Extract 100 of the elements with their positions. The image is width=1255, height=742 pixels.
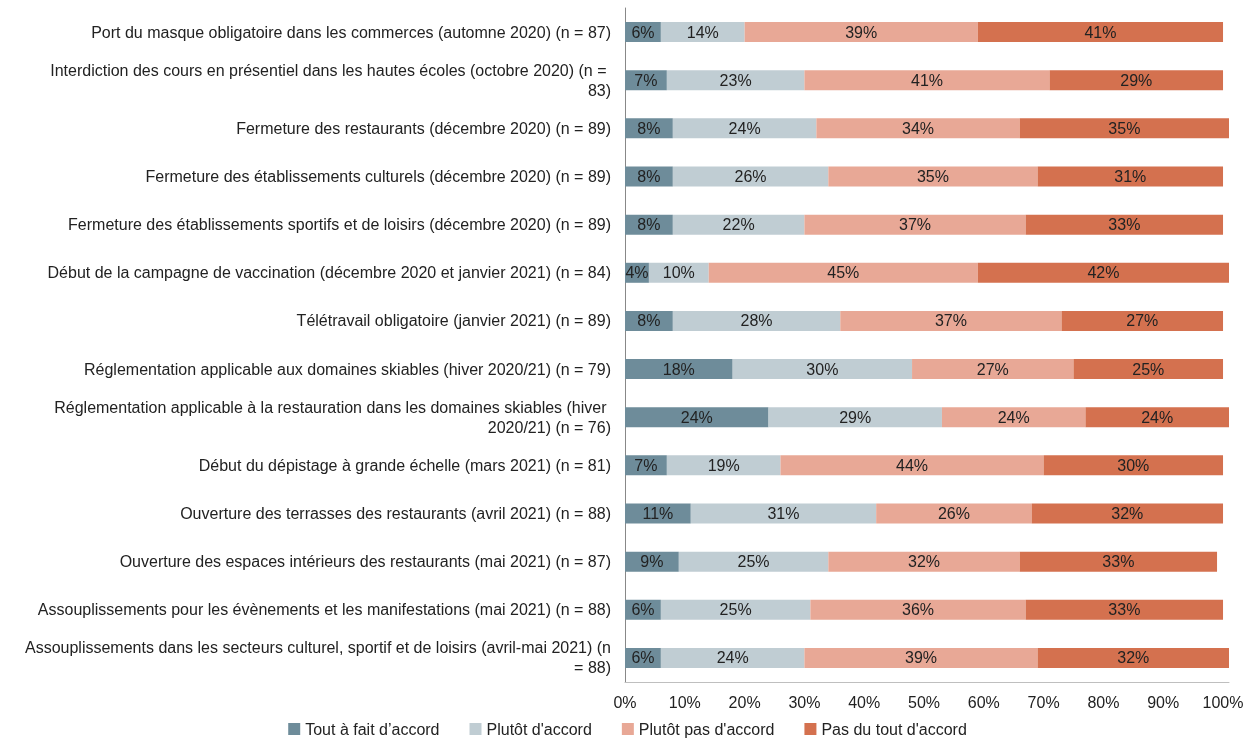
- bar: [744, 22, 978, 43]
- data-label: 22%: [722, 216, 755, 234]
- data-label: 18%: [662, 360, 695, 378]
- bar: [625, 359, 733, 380]
- data-label: 24%: [716, 649, 749, 667]
- legend-label: Tout à fait d’accord: [305, 720, 440, 738]
- bar: [672, 214, 805, 235]
- legend-label: Pas du tout d'accord: [821, 720, 967, 738]
- x-tick-label: 0%: [613, 693, 637, 711]
- bar: [625, 407, 769, 428]
- bar: [1031, 503, 1224, 524]
- bar: [977, 262, 1229, 283]
- bar: [732, 359, 913, 380]
- data-label: 8%: [637, 216, 661, 234]
- bar: [828, 551, 1020, 572]
- data-label: 33%: [1102, 553, 1135, 571]
- y-tick-label: Interdiction des cours en présentiel dans les hautes écoles (octobre 2020) (n = 83): [50, 61, 611, 99]
- data-label: 25%: [1132, 360, 1165, 378]
- bar: [941, 407, 1086, 428]
- data-label: 32%: [907, 553, 941, 571]
- bar: [672, 118, 817, 139]
- data-label: 30%: [1117, 456, 1150, 474]
- x-tick-label: 10%: [668, 693, 701, 711]
- data-label: 42%: [1087, 264, 1120, 282]
- bar: [1025, 599, 1224, 620]
- data-label: 31%: [767, 505, 800, 522]
- data-label: 39%: [845, 23, 878, 41]
- x-tick-label: 40%: [848, 693, 881, 711]
- y-tick-label: Port du masque obligatoire dans les commerces (automne 2020) (n = 87): [91, 23, 611, 41]
- bar: [840, 310, 1062, 331]
- data-label: 6%: [631, 601, 655, 619]
- bar: [912, 359, 1074, 380]
- data-label: 11%: [642, 505, 674, 522]
- x-tick-label: 90%: [1147, 693, 1180, 711]
- bar: [780, 455, 1044, 476]
- data-label: 44%: [896, 456, 929, 474]
- data-label: 14%: [686, 23, 719, 41]
- y-tick-label: Ouverture des espaces intérieurs des restaurants (mai 2021) (n = 87): [119, 553, 611, 571]
- x-tick-label: 70%: [1027, 693, 1060, 711]
- data-label: 31%: [1114, 168, 1147, 185]
- bar: [804, 214, 1026, 235]
- data-label: 7%: [634, 456, 658, 474]
- y-tick-label: Début de la campagne de vaccination (décembre 2020 et janvier 2021) (n = 84): [47, 264, 611, 282]
- y-tick-label: Assouplissements pour les évènements et les manifestations (mai 2021) (n = 88): [37, 601, 611, 619]
- bar: [672, 166, 829, 187]
- data-label: 9%: [640, 553, 664, 571]
- data-label: 37%: [899, 216, 932, 234]
- x-tick-label: 50%: [907, 693, 941, 711]
- data-label: 28%: [740, 312, 773, 330]
- data-label: 41%: [1084, 23, 1117, 41]
- data-label: 32%: [1117, 649, 1150, 667]
- x-tick-label: 100%: [1202, 693, 1244, 711]
- bar: [977, 22, 1224, 43]
- bar: [1043, 455, 1224, 476]
- bar: [690, 503, 877, 524]
- data-label: 10%: [662, 264, 695, 282]
- data-label: 27%: [1126, 312, 1159, 330]
- bar: [1019, 551, 1218, 572]
- data-label: 30%: [806, 360, 839, 378]
- data-label: 8%: [637, 168, 661, 185]
- bar: [828, 166, 1038, 187]
- bar: [660, 647, 805, 668]
- data-label: 23%: [719, 71, 752, 89]
- y-tick-label: Fermeture des établissements culturels (décembre 2020) (n = 89): [145, 168, 611, 185]
- data-label: 25%: [737, 553, 770, 571]
- data-label: 37%: [934, 312, 967, 330]
- legend-label: Plutôt pas d'accord: [638, 720, 775, 738]
- data-label: 4%: [625, 264, 649, 282]
- data-label: 32%: [1111, 505, 1144, 522]
- data-label: 26%: [734, 168, 767, 185]
- data-label: 24%: [1141, 408, 1174, 426]
- data-label: 7%: [634, 71, 658, 89]
- x-tick-label: 80%: [1087, 693, 1120, 711]
- bar: [876, 503, 1032, 524]
- data-label: 25%: [719, 601, 752, 619]
- data-label: 27%: [976, 360, 1009, 378]
- x-tick-label: 60%: [967, 693, 1000, 711]
- bar: [1037, 166, 1224, 187]
- bar: [1085, 407, 1229, 428]
- data-label: 33%: [1108, 216, 1141, 234]
- data-label: 26%: [937, 505, 970, 522]
- legend-label: Plutôt d'accord: [486, 720, 592, 738]
- x-tick-label: 30%: [788, 693, 821, 711]
- bar: [1025, 214, 1224, 235]
- data-label: 45%: [827, 264, 860, 282]
- data-label: 35%: [916, 168, 949, 185]
- y-tick-label: Fermeture des restaurants (décembre 2020) (n = 89): [236, 119, 611, 137]
- y-tick-label: Fermeture des établissements sportifs et de loisirs (décembre 2020) (n = 89): [68, 216, 611, 234]
- bar: [816, 118, 1020, 139]
- bar: [666, 455, 781, 476]
- data-label: 24%: [680, 408, 713, 426]
- y-tick-label: Réglementation applicable à la restauration dans les domaines skiables (hiver 2020/21) (n = 76): [54, 398, 611, 436]
- data-label: 24%: [728, 119, 761, 137]
- y-tick-label: Début du dépistage à grande échelle (mars 2021) (n = 81): [198, 456, 611, 474]
- data-label: 36%: [902, 601, 935, 619]
- bar: [1061, 310, 1224, 331]
- data-label: 35%: [1108, 119, 1141, 137]
- data-label: 34%: [902, 119, 935, 137]
- bar: [1037, 647, 1229, 668]
- x-tick-label: 20%: [728, 693, 761, 711]
